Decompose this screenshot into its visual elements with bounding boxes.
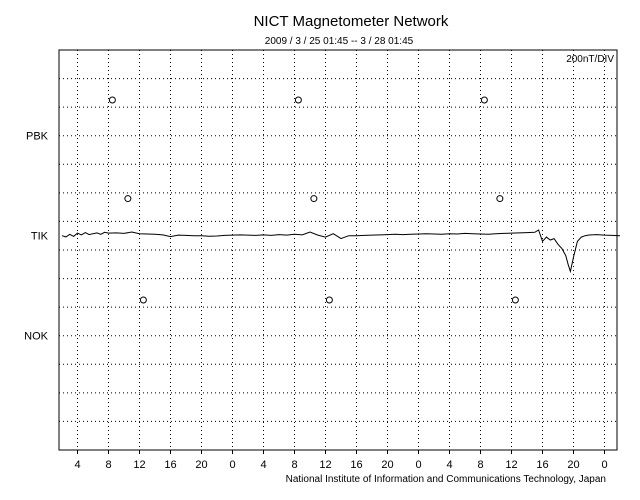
marker-nok [139,296,147,304]
x-tick-label: 16 [350,459,362,471]
series-layer [61,229,621,274]
x-tick-label: 16 [536,459,548,471]
x-tick-label: 0 [229,459,235,471]
x-tick-label: 16 [164,459,176,471]
station-label-tik: TIK [31,231,49,243]
marker-pbk [294,96,302,104]
station-label-nok: NOK [24,331,49,343]
station-label-pbk: PBK [26,131,49,143]
x-tick-label: 0 [415,459,421,471]
x-tick-label: 0 [601,459,607,471]
scale-label: 200nT/DIV [566,54,614,65]
x-tick-label: 20 [381,459,393,471]
x-tick-label: 4 [74,459,80,471]
x-tick-label: 4 [260,459,266,471]
x-tick-label: 8 [477,459,483,471]
x-tick-label: 12 [133,459,145,471]
x-tick-labels: 4 8 12 16 20 0 4 8 12 16 20 0 4 8 12 16 20 0 [74,450,608,471]
marker-tik [496,195,504,203]
chart-subtitle: 2009 / 3 / 25 01:45 -- 3 / 28 01:45 [265,36,414,47]
marker-pbk [480,96,488,104]
marker-nok [511,296,519,304]
grid [59,50,617,450]
x-tick-label: 8 [105,459,111,471]
x-tick-label: 12 [319,459,331,471]
series-line-tik [61,229,621,274]
marker-layer [108,96,519,304]
x-tick-label: 20 [195,459,207,471]
footer-credit: National Institute of Information and Co… [286,474,606,485]
marker-tik [124,195,132,203]
x-tick-label: 20 [567,459,579,471]
marker-tik [310,195,318,203]
station-labels: PBK TIK NOK [24,131,49,343]
plot-frame [58,49,618,451]
marker-nok [325,296,333,304]
x-tick-label: 12 [505,459,517,471]
x-tick-label: 8 [291,459,297,471]
chart-title: NICT Magnetometer Network [254,13,449,30]
x-tick-label: 4 [446,459,452,471]
marker-pbk [108,96,116,104]
